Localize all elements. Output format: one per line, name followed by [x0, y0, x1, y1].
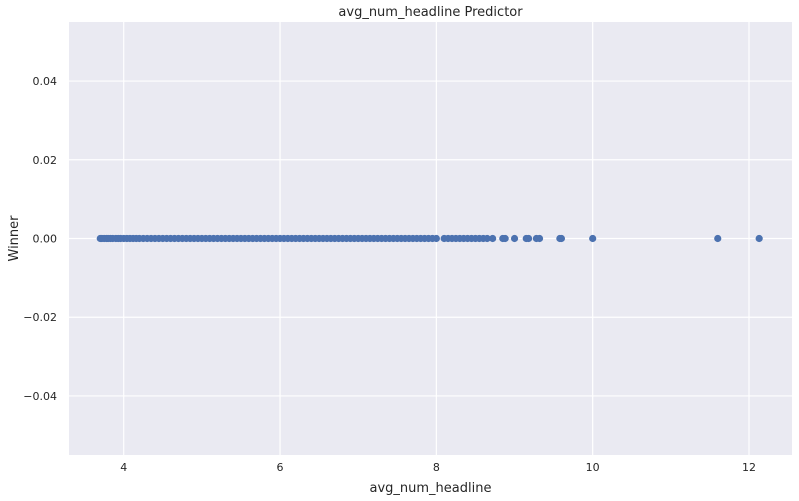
data-point [501, 234, 509, 243]
x-tick-label: 8 [433, 461, 440, 474]
y-axis-label: Winner [7, 215, 22, 262]
data-point [483, 234, 491, 243]
data-point [535, 234, 544, 243]
x-tick-label: 6 [277, 461, 284, 474]
x-tick-labels: 4 6 8 10 12 [120, 461, 756, 474]
data-point [489, 234, 497, 243]
data-point [589, 234, 597, 243]
x-tick-label: 10 [586, 461, 600, 474]
data-point [557, 234, 566, 243]
data-point [714, 234, 722, 243]
x-tick-label: 12 [742, 461, 756, 474]
y-tick-label: 0.00 [33, 233, 58, 246]
data-point [510, 234, 519, 243]
chart-title: avg_num_headline Predictor [338, 5, 523, 20]
data-point [524, 234, 533, 243]
y-tick-labels: −0.04 −0.02 0.00 0.02 0.04 [23, 75, 57, 403]
data-points [96, 234, 763, 243]
y-tick-label: −0.02 [23, 311, 57, 324]
x-axis-label: avg_num_headline [370, 481, 492, 496]
y-tick-label: 0.02 [33, 154, 58, 167]
y-tick-label: 0.04 [33, 75, 58, 88]
y-tick-label: −0.04 [23, 390, 57, 403]
data-point [432, 234, 440, 243]
x-tick-label: 4 [120, 461, 127, 474]
data-point [755, 234, 763, 243]
